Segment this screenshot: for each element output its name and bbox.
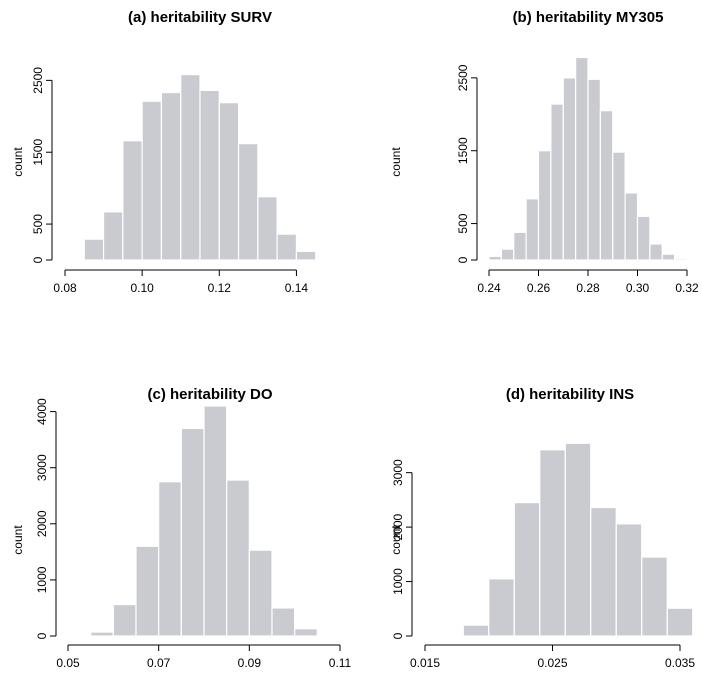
histogram-bar	[122, 140, 143, 261]
histogram-bar	[666, 607, 694, 637]
histogram-bar	[141, 100, 163, 261]
y-tick-label: 3000	[35, 454, 49, 481]
y-tick-label: 500	[31, 214, 45, 234]
panel-surv: (a) heritability SURV count 0.08 0.10 0.12 0.…	[11, 9, 317, 295]
histogram-bar	[500, 248, 515, 261]
x-tick-label: 0.28	[576, 281, 600, 295]
histogram-bar	[180, 74, 201, 261]
y-tick-label: 2500	[31, 67, 45, 94]
y-tick-label: 4000	[35, 398, 49, 425]
histogram-bar	[248, 549, 273, 637]
y-tick-label: 0	[456, 256, 470, 263]
histogram-bar	[624, 192, 639, 261]
y-tick-label: 1000	[391, 568, 405, 595]
histogram-bar	[612, 151, 626, 261]
y-tick-label: 1000	[35, 566, 49, 593]
histogram-bar	[218, 102, 240, 261]
panel-title: (d) heritability INS	[506, 386, 634, 403]
histogram-bar	[615, 523, 643, 637]
histogram-bar	[562, 77, 577, 261]
y-axis-label: count	[389, 147, 403, 177]
x-tick-label: 0.30	[626, 281, 650, 295]
histogram-bar	[537, 150, 552, 261]
y-tick-label: 500	[456, 213, 470, 233]
histogram-bar	[649, 243, 663, 261]
histogram-bar	[158, 481, 182, 637]
x-tick-label: 0.10	[130, 281, 154, 295]
x-tick-label: 0.025	[537, 656, 567, 670]
histogram-bar	[462, 624, 490, 637]
histogram-bar	[83, 238, 105, 261]
panel-title: (b) heritability MY305	[513, 9, 664, 26]
y-axis-label: count	[11, 147, 25, 177]
histogram-bar	[488, 578, 515, 637]
histogram-bar	[513, 231, 527, 261]
histogram-bar	[575, 56, 589, 261]
histogram-bar	[90, 631, 114, 637]
histogram-bar	[587, 78, 601, 261]
histogram-bar	[257, 196, 278, 261]
histogram-bar	[102, 211, 124, 261]
histogram-bar	[674, 257, 688, 261]
histogram-bar	[661, 253, 676, 261]
histogram-bar	[564, 442, 592, 637]
histogram-bar	[599, 110, 614, 261]
y-tick-label: 2000	[35, 510, 49, 537]
x-tick-label: 0.24	[477, 281, 501, 295]
histogram-bar	[180, 427, 205, 637]
histogram-bar	[641, 556, 668, 637]
y-axis-label: count	[11, 525, 25, 555]
y-tick-label: 3000	[391, 459, 405, 486]
x-tick-label: 0.015	[410, 656, 440, 670]
histogram-bar	[295, 250, 317, 261]
histogram-bar	[636, 215, 651, 261]
y-tick-label: 1500	[31, 139, 45, 166]
histogram-bar	[226, 479, 250, 637]
histogram-bar	[276, 233, 298, 261]
y-tick-label: 1500	[456, 137, 470, 164]
histogram-bar	[550, 103, 564, 261]
histogram-bar	[513, 502, 541, 637]
x-tick-label: 0.07	[147, 656, 171, 670]
histogram-bar	[237, 143, 259, 261]
panel-title: (c) heritability DO	[147, 386, 272, 403]
x-tick-label: 0.26	[527, 281, 551, 295]
histogram-bar	[271, 607, 296, 637]
y-tick-label: 0	[31, 256, 45, 263]
panel-title: (a) heritability SURV	[128, 9, 272, 26]
y-axis-label: count	[389, 525, 403, 555]
histogram-bar	[135, 545, 160, 637]
x-tick-label: 0.32	[675, 281, 699, 295]
x-tick-label: 0.035	[665, 656, 695, 670]
histogram-bar	[160, 91, 182, 261]
panel-my305: (b) heritability MY305 count 0.24 0.26 0.28 0…	[389, 9, 699, 295]
y-tick-label: 2000	[391, 513, 405, 540]
y-tick-label: 2500	[456, 64, 470, 91]
x-tick-label: 0.09	[238, 656, 262, 670]
x-tick-label: 0.05	[56, 656, 80, 670]
panel-do: (c) heritability DO count 0.05 0.07 0.09 0.11…	[11, 386, 352, 670]
x-tick-label: 0.14	[285, 281, 309, 295]
histogram-bar	[199, 89, 220, 261]
histogram-bar	[488, 255, 502, 261]
histogram-bar	[112, 603, 137, 637]
x-tick-label: 0.08	[53, 281, 77, 295]
x-tick-label: 0.11	[329, 656, 352, 670]
histogram-bar	[203, 405, 228, 637]
histogram-bar	[590, 506, 617, 637]
x-tick-label: 0.12	[208, 281, 232, 295]
panel-ins: (d) heritability INS count 0.015 0.025 0.035…	[389, 386, 695, 670]
histogram-bar	[525, 198, 540, 261]
histogram-bar	[539, 449, 566, 637]
histogram-bar	[294, 628, 318, 637]
y-tick-label: 0	[391, 632, 405, 639]
y-tick-label: 0	[35, 632, 49, 639]
